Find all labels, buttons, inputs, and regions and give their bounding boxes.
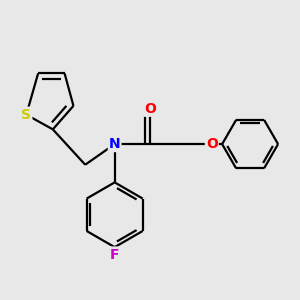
Text: O: O [144, 102, 156, 116]
Text: N: N [109, 137, 121, 151]
Text: O: O [206, 137, 218, 151]
Text: F: F [110, 248, 119, 262]
Text: S: S [21, 108, 31, 122]
